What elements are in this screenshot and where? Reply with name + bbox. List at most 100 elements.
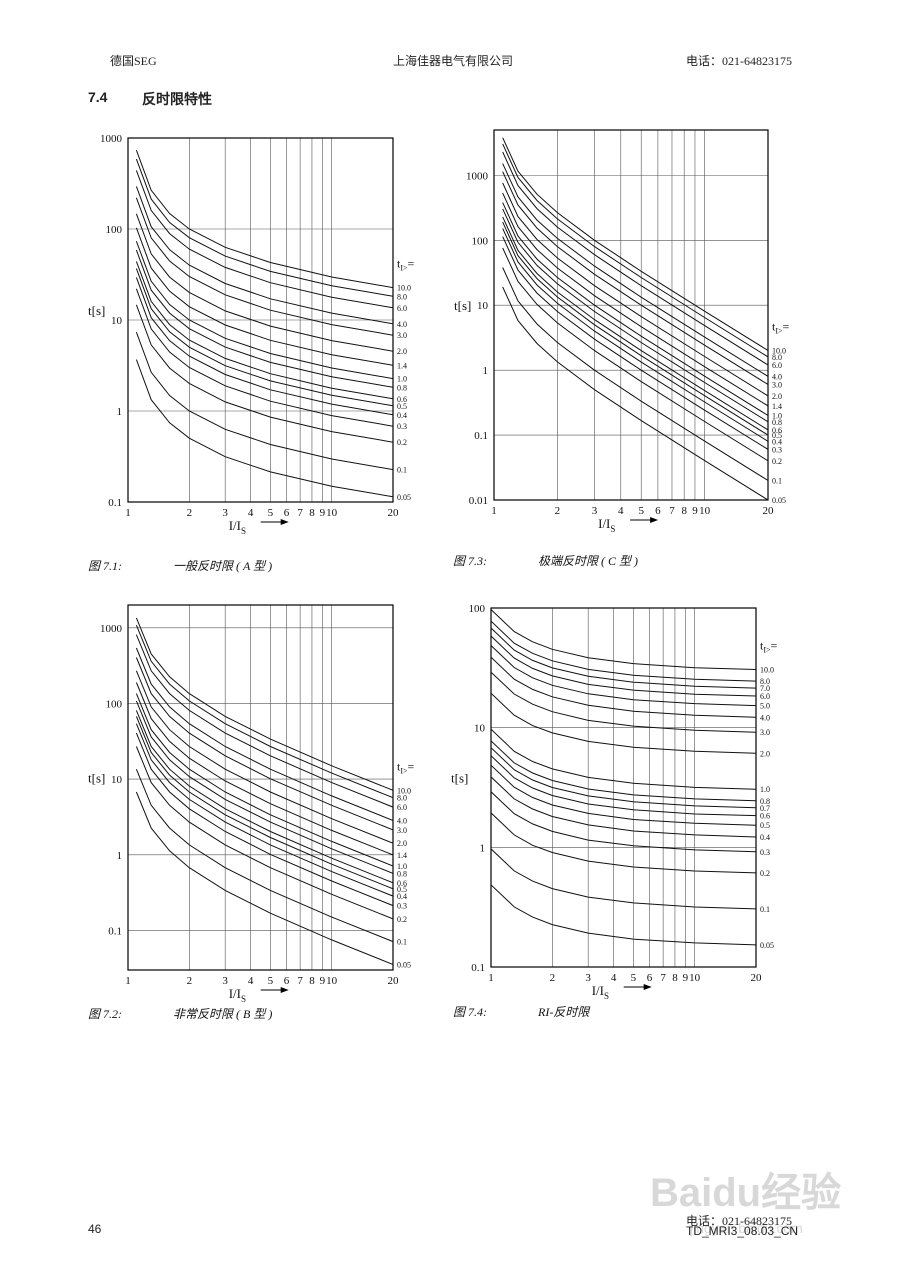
watermark-url: jingyan.baidu.com [690,1220,803,1236]
x-tick-label: 3 [222,507,228,519]
curve [491,848,756,910]
curve [135,732,393,907]
curve-label: 0.05 [397,960,411,969]
curve [491,812,756,874]
y-axis-label: t[s] [451,771,468,786]
curve-label: 2.0 [760,749,770,758]
curve-label: 4.0 [397,816,407,825]
curve-label: 0.1 [772,476,782,485]
x-tick-label: 4 [611,972,617,984]
legend-title-sub: I> [400,766,408,775]
x-tick-label: 5 [631,972,637,984]
x-tick-label: 9 [692,505,698,517]
curve [135,197,393,336]
curve-label: 0.4 [772,437,782,446]
curve-label: 6.0 [760,692,770,701]
curve-label: 0.3 [397,902,407,911]
x-axis-arrowhead [280,519,289,525]
curve [491,755,756,817]
x-axis-label-sub: S [610,524,615,534]
curve [491,776,756,838]
y-tick-label: 1 [117,850,123,862]
legend-title: tI>= [772,319,790,335]
x-tick-label: 10 [326,507,338,519]
y-tick-label: 1000 [100,133,123,145]
curve-label: 5.0 [760,702,770,711]
curve-label: 0.4 [397,892,407,901]
curve-label: 6.0 [772,361,782,370]
x-axis-label-base: I/I [598,516,610,531]
curve-label: 3.0 [760,728,770,737]
x-tick-label: 10 [326,975,338,987]
curve-label: 1.0 [772,412,782,421]
curve-label: 0.1 [397,938,407,947]
curve [135,693,393,867]
legend-title-sub: I> [763,646,771,655]
curve-label: 0.1 [760,905,770,914]
y-tick-label: 0.1 [108,497,122,509]
x-tick-label: 20 [388,507,400,519]
curve [502,247,768,462]
curve [491,791,756,853]
curve [502,137,768,351]
curve [135,227,393,366]
curve [135,647,393,821]
x-tick-label: 3 [585,972,591,984]
x-tick-label: 8 [681,505,687,517]
legend-title: tI>= [397,257,415,273]
x-tick-label: 1 [491,505,497,517]
legend-title: tI>= [760,639,778,655]
x-axis-arrowhead [280,987,289,993]
curve-label: 0.2 [397,438,407,447]
curve-label: 4.0 [760,713,770,722]
curve-label: 1.4 [397,851,407,860]
curve-label: 0.6 [772,426,782,435]
curve [491,645,756,707]
y-tick-label: 100 [106,698,123,710]
curve-label: 0.6 [397,395,407,404]
curve-label: 0.2 [772,457,782,466]
x-tick-label: 7 [660,972,666,984]
y-tick-label: 1000 [100,623,123,635]
curve [135,657,393,831]
x-tick-label: 10 [699,505,711,517]
curve-label: 6.0 [397,803,407,812]
curve-label: 7.0 [760,684,770,693]
curve [491,747,756,809]
curve-label: 2.0 [772,392,782,401]
curve-label: 0.7 [760,804,770,813]
legend-title-tail: = [408,759,415,773]
curve [135,716,393,890]
curve [135,617,393,791]
curve [135,625,393,799]
x-tick-label: 1 [488,972,494,984]
curve [502,182,768,397]
x-tick-label: 8 [672,972,678,984]
x-tick-label: 9 [320,975,326,987]
curve [491,728,756,790]
legend-title-base: t [397,759,401,773]
x-tick-label: 7 [297,507,303,519]
curve [135,769,393,943]
curve-label: 0.4 [397,411,407,420]
curve-label: 0.3 [772,445,782,454]
legend-title-sub: I> [775,326,783,335]
curve-label: 10.0 [772,346,786,355]
curve-label: 6.0 [397,304,407,313]
curve [491,671,756,733]
curve [502,267,768,481]
caption-number: 图 7.4: [453,1005,487,1019]
caption-text: 一般反时限 ( A 型 ) [173,559,272,573]
x-tick-label: 1 [125,975,131,987]
x-tick-label: 6 [647,972,653,984]
caption-number: 图 7.2: [88,1007,122,1021]
curve-label: 0.2 [760,869,770,878]
curve-label: 4.0 [772,372,782,381]
legend-title-tail: = [408,257,415,271]
x-axis-label: I/IS [229,986,246,1004]
curve-label: 0.1 [397,466,407,475]
y-tick-label: 1 [480,842,486,854]
x-tick-label: 4 [248,507,254,519]
x-tick-label: 7 [669,505,675,517]
